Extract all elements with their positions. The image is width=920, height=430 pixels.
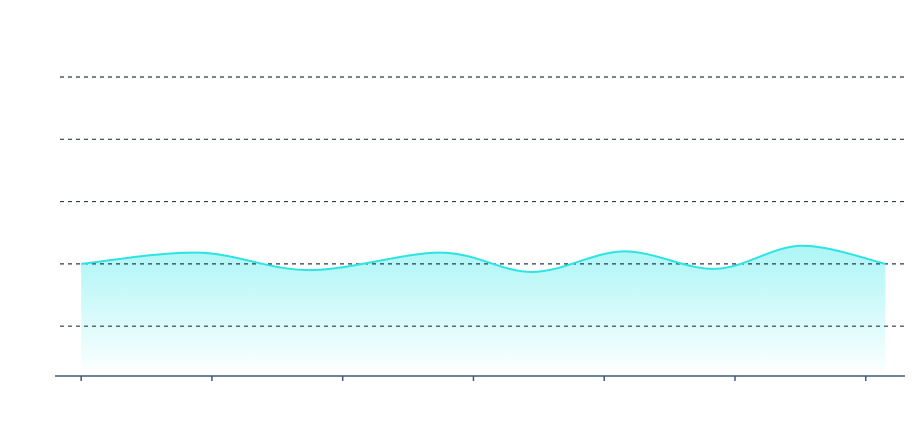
area-fill	[81, 245, 886, 376]
area-line	[81, 244, 886, 273]
